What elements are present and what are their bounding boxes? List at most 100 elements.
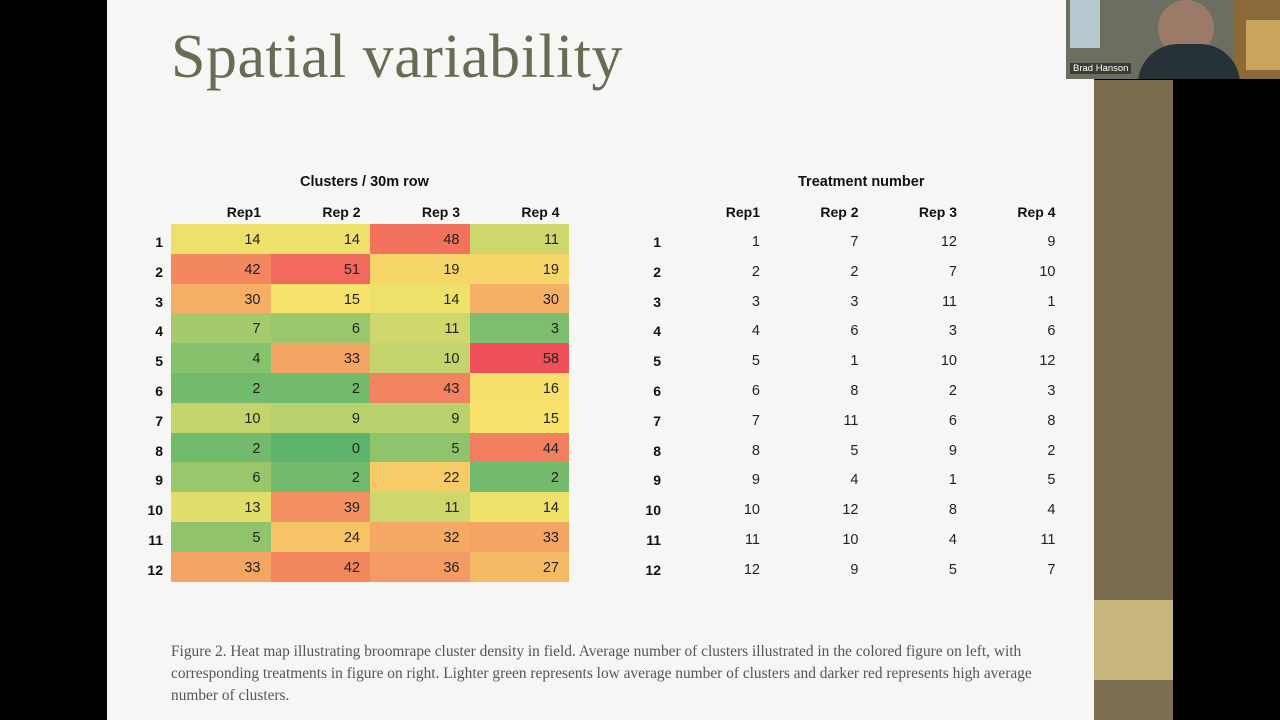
heatmap-cell: 30 [469,283,569,314]
heatmap-cell: 2 [171,432,271,463]
treatment-cell: 7 [751,412,760,429]
side-panel-accent-dark [1094,680,1173,720]
heatmap-row-header: 2 [155,263,163,280]
heatmap-row: 5 24 32 33 [171,521,569,552]
heatmap-row: 13 39 11 14 [171,492,569,522]
treatment-cell: 4 [850,472,859,489]
heatmap-cell: 5 [370,432,470,463]
treatment-cell: 10 [743,502,760,519]
treatment-cell: 1 [1047,293,1056,310]
heatmap-row: 2 2 43 16 [171,372,569,403]
heatmap-cell: 15 [469,402,569,433]
treatment-cell: 2 [948,383,957,399]
heatmap-cell: 5 [171,521,271,552]
heatmap-grid: 14 14 48 11 42 51 19 19 30 15 14 30 7 6 11 3 4 33 10 58 2 2 43… [171,224,569,582]
heatmap-cell: 13 [171,492,271,522]
heatmap-cell: 2 [270,462,370,493]
treatment-cell: 2 [850,263,859,280]
heatmap-cell: 11 [370,492,470,522]
presentation-slide: Spatial variability Clusters / 30m row R… [107,0,1094,720]
heatmap-cell: 3 [469,313,569,344]
heatmap-row-header: 12 [147,561,163,578]
heatmap-cell: 24 [270,521,370,552]
treatment-row-header: 11 [646,532,661,548]
treatment-cell: 3 [948,323,957,340]
treatment-column-header: Rep 3 [918,204,957,220]
treatment-row-header: 2 [653,263,661,280]
treatment-row-header: 12 [645,561,661,578]
heatmap-cell: 16 [469,372,569,403]
treatment-cell: 8 [948,502,957,519]
treatment-cell: 5 [948,561,957,578]
heatmap-row-header: 1 [155,234,163,250]
heatmap-row-header: 8 [155,442,163,459]
heatmap-row: 30 15 14 30 [171,283,569,314]
heatmap-column-header: Rep1 [226,204,261,220]
heatmap-row-header: 4 [155,323,163,340]
heatmap-cell: 30 [171,283,271,314]
treatment-cell: 4 [1047,502,1056,519]
treatment-cell: 7 [850,234,859,250]
heatmap-column-header: Rep 3 [421,204,460,220]
heatmap-row-header: 7 [155,412,163,429]
treatment-column-header: Rep1 [725,204,760,220]
heatmap-cell: 44 [469,432,569,463]
treatment-row-header: 10 [645,502,661,519]
slide-title: Spatial variability [171,23,624,91]
treatment-title: Treatment number [798,174,925,190]
treatment-cell: 12 [1039,353,1056,370]
heatmap-cell: 11 [370,313,470,344]
participant-name-label: Brad Hanson [1070,63,1132,74]
treatment-cell: 8 [1047,412,1056,429]
treatment-cell: 11 [843,412,859,429]
treatment-cell: 4 [948,532,957,548]
heatmap-cell: 19 [370,253,470,284]
treatment-row-header: 6 [653,383,661,399]
treatment-cell: 5 [1047,472,1056,489]
heatmap-cell: 22 [370,462,470,493]
treatment-cell: 3 [1047,383,1056,399]
heatmap-row-header: 3 [155,293,163,310]
treatment-cell: 9 [850,561,859,578]
treatment-cell: 7 [1047,561,1056,578]
heatmap-cell: 32 [370,521,470,552]
heatmap-cell: 27 [469,551,569,582]
participant-video-tile[interactable]: Brad Hanson [1066,0,1280,79]
heatmap-cell: 14 [469,492,569,522]
heatmap-row-header: 6 [155,383,163,399]
treatment-column-header: Rep 2 [820,204,859,220]
heatmap-cell: 14 [171,224,271,254]
heatmap-cell: 4 [171,343,271,373]
heatmap-row: 7 6 11 3 [171,313,569,344]
heatmap-row-header: 11 [148,532,163,548]
treatment-cell: 9 [1047,234,1056,250]
heatmap-cell: 7 [171,313,271,344]
treatment-row-header: 3 [653,293,661,310]
treatment-cell: 8 [751,442,760,459]
treatment-cell: 1 [948,472,957,489]
heatmap-row: 33 42 36 27 [171,551,569,582]
heatmap-cell: 43 [370,372,470,403]
heatmap-cell: 14 [370,283,470,314]
heatmap-cell: 51 [270,253,370,284]
slide-side-panel [1094,80,1173,720]
heatmap-cell: 10 [171,402,271,433]
treatment-cell: 1 [850,353,859,370]
heatmap-cell: 42 [270,551,370,582]
heatmap-cell: 2 [469,462,569,493]
heatmap-cell: 19 [469,253,569,284]
treatment-cell: 9 [751,472,760,489]
heatmap-column-header: Rep 4 [521,204,560,220]
heatmap-cell: 14 [270,224,370,254]
heatmap-cell: 11 [469,224,569,254]
heatmap-row: 14 14 48 11 [171,224,569,254]
treatment-cell: 5 [751,353,760,370]
treatment-cell: 6 [1047,323,1056,340]
treatment-cell: 6 [751,383,760,399]
heatmap-cell: 6 [171,462,271,493]
treatment-cell: 11 [1040,532,1056,548]
heatmap-row: 4 33 10 58 [171,343,569,373]
treatment-cell: 9 [948,442,957,459]
figure-caption: Figure 2. Heat map illustrating broomrap… [171,643,1032,704]
treatment-column-header: Rep 4 [1017,204,1056,220]
